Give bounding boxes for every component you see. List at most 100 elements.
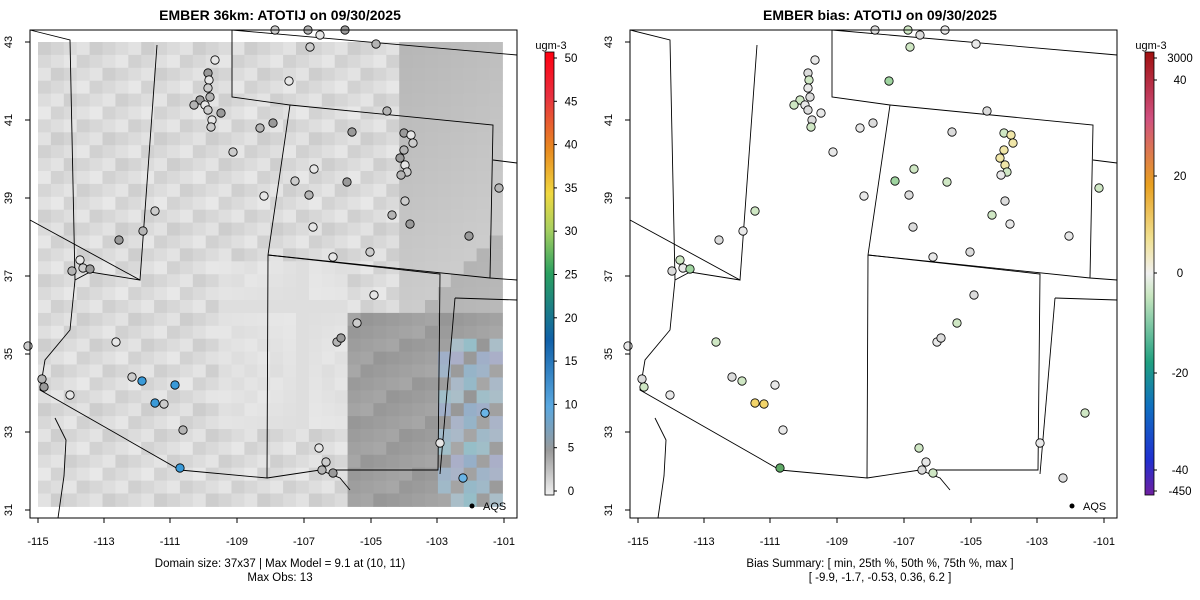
grid-cell (437, 312, 452, 327)
grid-cell (218, 42, 232, 56)
grid-cell (38, 390, 52, 404)
grid-cell (167, 325, 181, 340)
grid-cell (218, 493, 232, 507)
grid-cell (283, 441, 297, 456)
grid-cell (296, 364, 310, 378)
grid-cell (437, 158, 452, 172)
grid-cell (50, 209, 65, 224)
grid-cell (437, 274, 452, 288)
grid-cell (296, 300, 310, 314)
grid-cell (270, 196, 284, 211)
grid-cell (450, 80, 465, 95)
grid-cell (308, 377, 323, 391)
grid-cell (386, 222, 400, 236)
aqs-stations (623, 25, 1104, 483)
aqs-station-marker (806, 122, 816, 132)
grid-cell (231, 300, 245, 314)
grid-cell (257, 93, 271, 107)
grid-cell (334, 158, 349, 172)
grid-cell (321, 222, 336, 236)
grid-cell (450, 390, 465, 404)
grid-cell (102, 300, 116, 314)
grid-cell (231, 325, 245, 340)
grid-cell (154, 196, 168, 211)
grid-cell (257, 338, 271, 353)
grid-cell (115, 80, 129, 95)
grid-cell (167, 132, 181, 146)
grid-cell (231, 209, 245, 224)
grid-cell (154, 274, 168, 288)
grid-cell (450, 364, 465, 378)
grid-cell (89, 54, 103, 69)
grid-cell (115, 364, 129, 378)
grid-cell (231, 274, 245, 288)
grid-cell (205, 287, 220, 301)
grid-cell (115, 42, 129, 56)
grid-cell (296, 429, 310, 443)
grid-cell (179, 132, 194, 146)
grid-cell (412, 209, 426, 224)
grid-cell (218, 390, 232, 404)
grid-cell (154, 54, 168, 69)
grid-cell (270, 300, 284, 314)
grid-cell (463, 183, 478, 198)
boundary-line (54, 417, 67, 519)
grid-cell (412, 377, 426, 391)
grid-cell (399, 454, 413, 469)
grid-cell (231, 183, 245, 198)
grid-cell (308, 132, 323, 146)
aqs-station-marker (408, 138, 418, 148)
grid-cell (283, 454, 297, 469)
y-tick-label: 37 (603, 270, 615, 282)
grid-cell (231, 222, 245, 236)
grid-cell (218, 480, 232, 494)
grid-cell (270, 222, 284, 236)
grid-cell (179, 274, 194, 288)
colorbar-tick-label: 45 (565, 96, 578, 108)
grid-cell (102, 132, 116, 146)
grid-cell (399, 106, 413, 120)
grid-cell (308, 196, 323, 211)
grid-cell (76, 390, 91, 404)
grid-cell (283, 183, 297, 198)
grid-cell (463, 441, 478, 456)
grid-cell (283, 42, 297, 56)
grid-cell (283, 480, 297, 494)
grid-cell (128, 183, 142, 198)
grid-cell (347, 158, 361, 172)
grid-cell (141, 54, 155, 69)
grid-cell (115, 158, 129, 172)
grid-cell (50, 93, 65, 107)
grid-cell (308, 338, 323, 353)
grid-cell (50, 441, 65, 456)
grid-cell (373, 158, 387, 172)
grid-cell (50, 183, 65, 198)
x-tick-label: -107 (893, 536, 915, 548)
grid-cell (283, 235, 297, 249)
grid-cell (489, 261, 503, 275)
grid-cell (38, 416, 52, 430)
grid-cell (437, 145, 452, 159)
grid-cell (283, 274, 297, 288)
grid-cell (373, 196, 387, 211)
grid-cell (489, 222, 503, 236)
aqs-station-marker (804, 75, 814, 85)
grid-cell (373, 209, 387, 224)
grid-cell (89, 80, 103, 95)
grid-cell (218, 196, 232, 211)
grid-cell (425, 454, 439, 469)
grid-cell (489, 364, 503, 378)
y-axis: 31 33 35 37 39 41 43 (603, 36, 630, 516)
grid-cell (128, 93, 142, 107)
aqs-station-marker (859, 191, 869, 201)
grid-cell (192, 209, 207, 224)
grid-cell (179, 351, 194, 365)
aqs-station-marker (803, 83, 813, 93)
grid-cell (102, 158, 116, 172)
x-tick-label: -107 (293, 536, 315, 548)
state-boundaries (629, 29, 1118, 519)
grid-cell (205, 145, 220, 159)
grid-cell (334, 390, 349, 404)
grid-cell (63, 312, 78, 327)
aqs-station-marker (921, 457, 931, 467)
